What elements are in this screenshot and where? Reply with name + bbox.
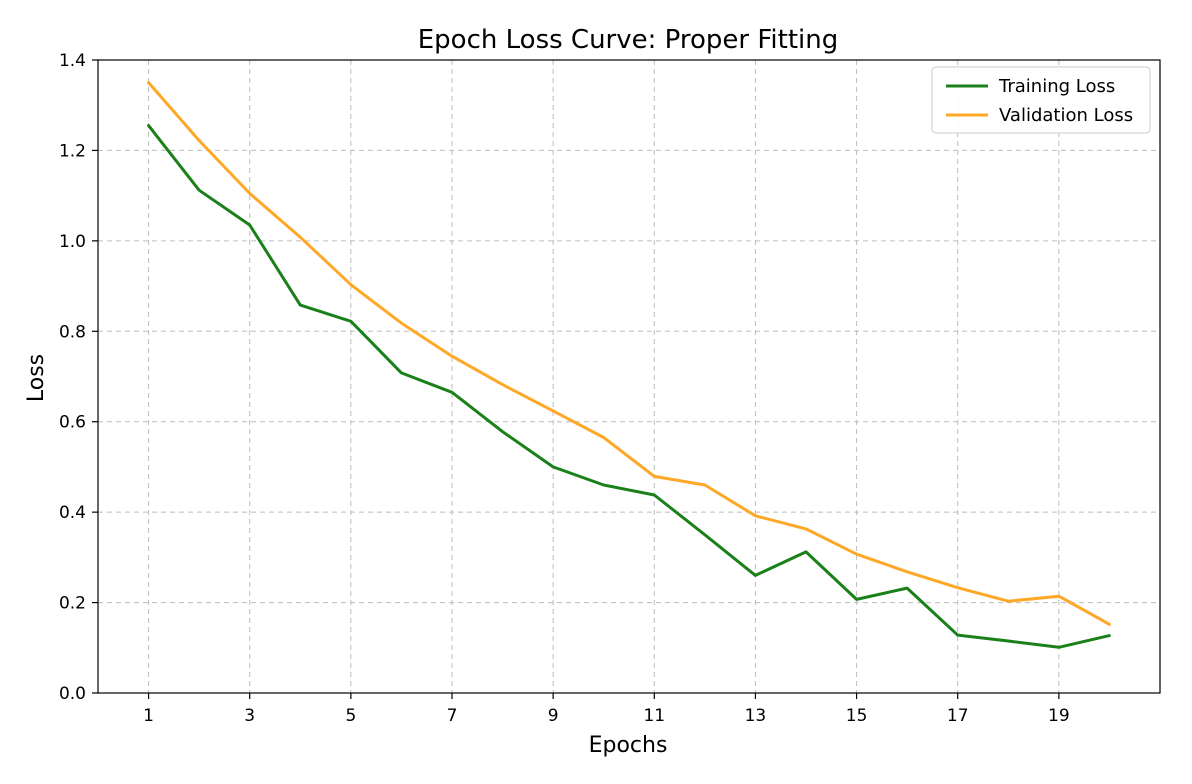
y-tick-label: 0.0 xyxy=(59,684,86,704)
x-axis-label: Epochs xyxy=(589,733,668,758)
x-tick-label: 9 xyxy=(548,706,559,726)
series-lines xyxy=(147,81,1111,649)
y-tick-label: 1.4 xyxy=(59,51,86,71)
x-tick-label: 19 xyxy=(1048,706,1070,726)
x-tick-label: 5 xyxy=(345,706,356,726)
x-tick-label: 11 xyxy=(643,706,665,726)
y-axis-label: Loss xyxy=(24,354,49,402)
y-tick-label: 0.6 xyxy=(59,413,86,433)
x-tick-label: 13 xyxy=(745,706,767,726)
training-loss-line xyxy=(147,124,1111,649)
y-tick-label: 0.8 xyxy=(59,322,86,342)
legend: Training Loss Validation Loss xyxy=(931,66,1151,134)
x-tick-label: 17 xyxy=(947,706,969,726)
y-tick-label: 0.2 xyxy=(59,594,86,614)
axis-ticks: 1 3 5 7 9 11 13 15 17 190.00.20.40.60.81.01.21.4 xyxy=(59,51,1070,726)
y-tick-label: 1.2 xyxy=(59,141,86,161)
x-tick-label: 7 xyxy=(447,706,458,726)
x-tick-label: 1 xyxy=(143,706,154,726)
x-tick-label: 15 xyxy=(846,706,868,726)
y-tick-label: 0.4 xyxy=(59,503,86,523)
x-tick-label: 3 xyxy=(244,706,255,726)
validation-loss-line xyxy=(147,81,1111,626)
legend-label-training-loss: Training Loss xyxy=(998,76,1115,97)
y-tick-label: 1.0 xyxy=(59,232,86,252)
chart-title: Epoch Loss Curve: Proper Fitting xyxy=(418,25,838,55)
legend-label-validation-loss: Validation Loss xyxy=(999,105,1133,126)
plot-area-frame xyxy=(97,59,1161,694)
